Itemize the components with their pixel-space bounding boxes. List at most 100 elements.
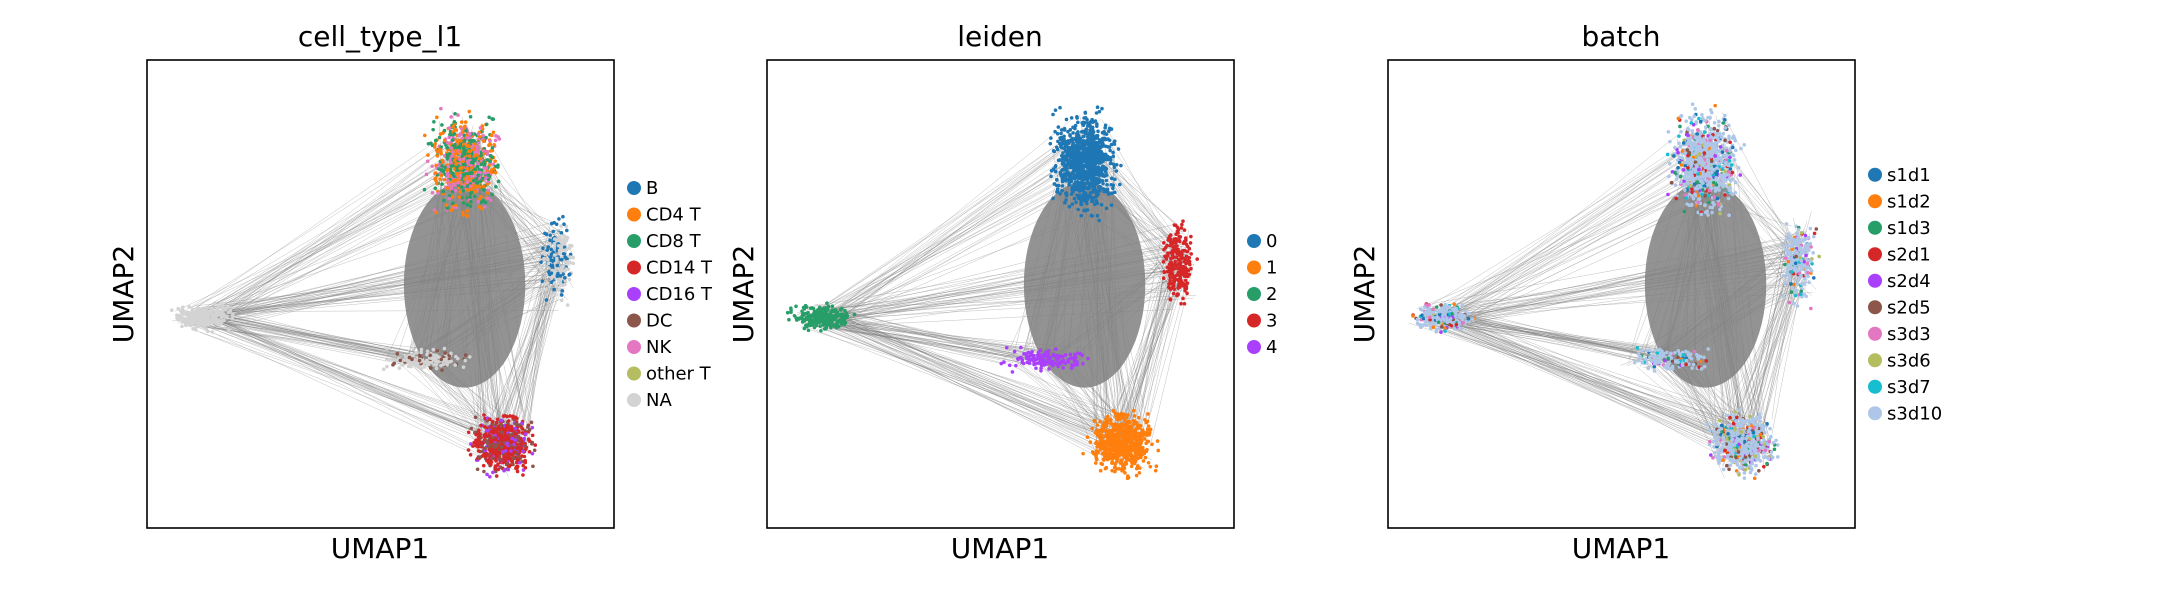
cell-point [491,470,495,475]
cell-point [440,182,444,187]
cell-point [494,420,499,425]
cell-point [1134,439,1139,443]
cell-point [488,154,493,158]
cell-point [545,248,549,252]
cell-point [1108,453,1112,457]
cell-point [481,184,486,189]
cell-point [231,314,235,318]
cell-point [1048,141,1053,146]
cell-point [565,303,570,307]
cell-point [549,271,554,275]
cell-point [561,264,566,269]
cell-point [476,435,481,440]
cell-point [209,320,213,325]
cell-point [1086,124,1090,128]
cell-point [1717,188,1721,192]
panel-title: batch [1581,20,1660,53]
legend-label: 3 [1266,311,1277,332]
cell-point [466,149,471,153]
cell-point [386,357,391,362]
cell-point [1122,450,1126,455]
cell-point [481,134,485,138]
cell-point [493,138,498,143]
cell-point [541,246,545,251]
legend-marker [1247,234,1261,248]
cell-point [566,267,571,272]
cell-point [1088,124,1093,129]
cell-point [1097,152,1102,156]
cell-point [497,450,502,455]
cell-point [195,324,199,329]
cell-point [567,246,572,250]
cell-point [447,194,452,198]
cell-point [467,144,471,148]
cell-point [1094,441,1098,445]
cell-point [1179,280,1184,284]
cell-point [1049,174,1053,179]
cell-point [181,312,185,316]
cell-point [1171,291,1176,296]
cell-point [447,183,452,187]
cell-point [999,361,1004,366]
cell-point [504,428,508,433]
cell-point [1094,428,1099,433]
cell-point [556,231,560,235]
cell-point [559,298,564,303]
cell-point [1185,273,1190,278]
cell-point [1142,437,1147,441]
cell-point [816,314,821,319]
cell-point [830,308,834,313]
cell-point [1181,219,1185,223]
cell-point [1116,427,1121,432]
cell-point [565,228,569,233]
cell-point [549,247,554,252]
cell-point [1104,166,1109,171]
cell-point [1112,422,1117,426]
cell-point [507,427,512,432]
cell-point [1174,255,1179,259]
cell-point [546,261,551,266]
cell-point [1073,123,1078,128]
cell-point [1061,354,1065,359]
cell-point [461,201,466,205]
cell-point [462,177,467,182]
cell-point [511,456,516,460]
cell-point [449,351,453,356]
cell-point [489,168,494,172]
cell-point [465,209,470,213]
cell-point [223,306,227,311]
cell-point [785,310,790,315]
cell-point [487,433,491,438]
cell-point [1166,238,1170,242]
cell-point [1105,437,1110,441]
cell-point [530,433,535,438]
cell-point [1129,464,1134,469]
cell-point [557,217,561,221]
cell-point [397,366,402,371]
legend-label: 1 [1266,258,1277,279]
cell-point [558,251,562,256]
cell-point [1067,183,1072,187]
cell-point [212,316,217,320]
cell-point [440,368,444,372]
cell-point [449,208,454,212]
cell-point [477,156,481,161]
cell-point [1146,424,1151,428]
cell-point [1088,166,1093,170]
cell-point [1036,351,1041,355]
cell-point [834,314,838,318]
cell-point [1059,131,1063,136]
cell-point [562,222,566,227]
cell-point [1085,435,1090,439]
cell-point [445,168,450,173]
cell-point [477,204,482,209]
cell-point [481,463,486,468]
cell-point [478,185,482,189]
cell-point [1696,200,1700,205]
cell-point [1107,433,1112,438]
cell-point [447,196,451,201]
cell-point [469,174,474,178]
cell-point [1099,155,1104,159]
cell-point [450,154,454,159]
cell-point [1062,137,1066,142]
